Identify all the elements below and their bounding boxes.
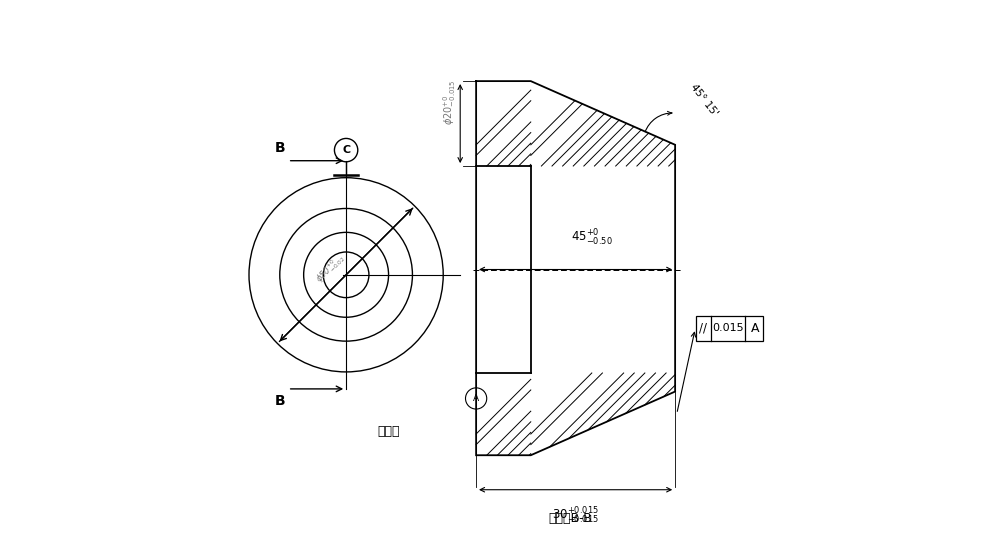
Text: 0.015: 0.015 xyxy=(712,323,744,334)
Text: C: C xyxy=(342,145,350,155)
Text: $\phi$50$^{+0}_{-0.02}$: $\phi$50$^{+0}_{-0.02}$ xyxy=(312,251,348,286)
Text: 剖视图B-B: 剖视图B-B xyxy=(548,513,592,526)
Text: B: B xyxy=(274,394,285,408)
Text: 45° 15': 45° 15' xyxy=(689,82,720,118)
Text: 正视图: 正视图 xyxy=(377,425,400,438)
Text: $45^{+0}_{-0.50}$: $45^{+0}_{-0.50}$ xyxy=(571,228,612,248)
Text: A: A xyxy=(473,394,479,403)
Text: //: // xyxy=(699,322,707,335)
Text: B: B xyxy=(274,141,285,155)
Text: $30^{+0.015}_{-0.015}$: $30^{+0.015}_{-0.015}$ xyxy=(552,506,599,526)
Bar xyxy=(696,316,763,341)
Text: A: A xyxy=(750,322,759,335)
Text: $\phi$20$^{+0}_{-0.015}$: $\phi$20$^{+0}_{-0.015}$ xyxy=(441,80,458,125)
